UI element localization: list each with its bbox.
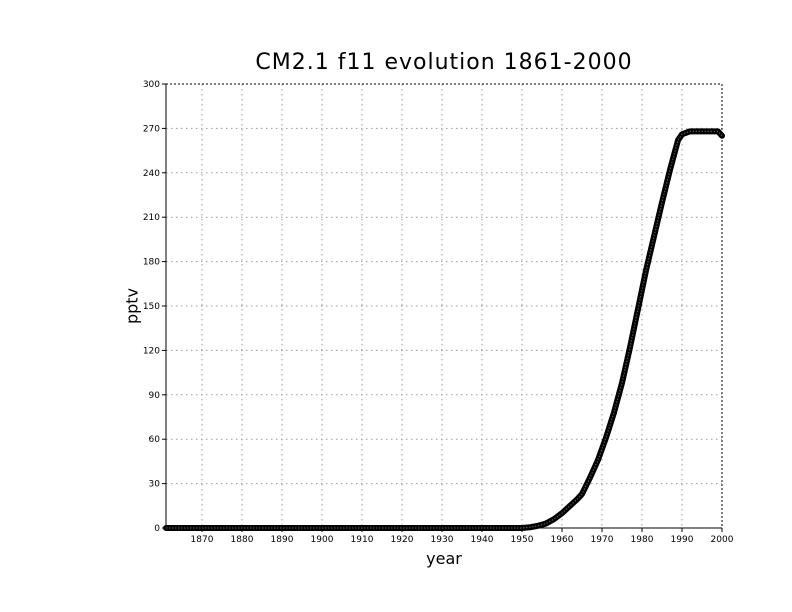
x-tick-label: 1950 xyxy=(511,535,534,545)
x-tick-label: 1930 xyxy=(431,535,454,545)
y-tick-label: 30 xyxy=(149,480,161,490)
x-tick-label: 1970 xyxy=(591,535,614,545)
x-axis-label: year xyxy=(426,549,462,568)
x-tick-label: 1880 xyxy=(231,535,254,545)
x-tick-label: 1980 xyxy=(631,535,654,545)
x-tick-label: 1890 xyxy=(271,535,294,545)
y-tick-label: 270 xyxy=(143,124,160,134)
x-tick-label: 2000 xyxy=(711,535,734,545)
x-tick-label: 1910 xyxy=(351,535,374,545)
y-tick-label: 150 xyxy=(143,302,160,312)
x-tick-label: 1990 xyxy=(671,535,694,545)
y-tick-label: 180 xyxy=(143,258,160,268)
y-tick-label: 60 xyxy=(149,435,161,445)
x-tick-label: 1870 xyxy=(191,535,214,545)
x-tick-label: 1960 xyxy=(551,535,574,545)
chart-title: CM2.1 f11 evolution 1861-2000 xyxy=(255,50,633,75)
x-tick-label: 1900 xyxy=(311,535,334,545)
series-line-markers xyxy=(166,130,723,529)
y-tick-label: 240 xyxy=(143,169,160,179)
x-tick-label: 1940 xyxy=(471,535,494,545)
series-line xyxy=(163,128,725,531)
y-tick-label: 300 xyxy=(143,80,160,90)
x-tick-label: 1920 xyxy=(391,535,414,545)
y-tick-label: 120 xyxy=(143,346,160,356)
y-tick-label: 210 xyxy=(143,213,160,223)
y-tick-label: 0 xyxy=(154,524,160,534)
y-tick-label: 90 xyxy=(149,391,161,401)
